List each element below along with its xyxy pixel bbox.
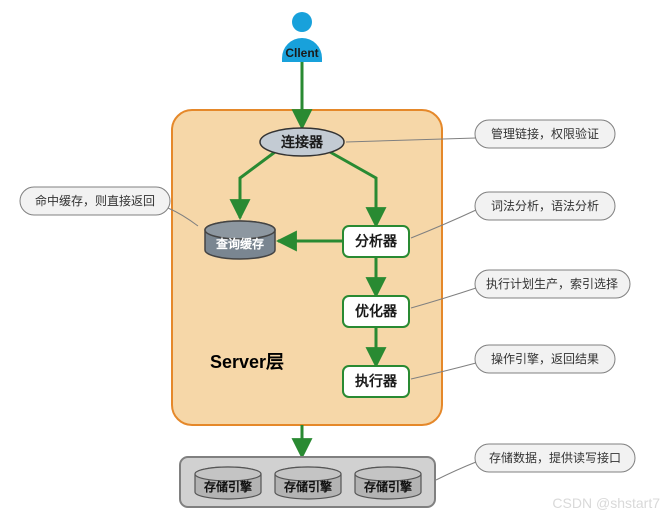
- annotation-analyzer-text: 词法分析，语法分析: [491, 199, 599, 213]
- server-panel-title: Server层: [210, 352, 284, 372]
- optimizer-node: 优化器: [343, 296, 409, 327]
- storage-item-2: 存储引擎: [355, 467, 421, 499]
- analyzer-label: 分析器: [355, 233, 398, 249]
- cache-label: 查询缓存: [215, 236, 264, 251]
- connector-node: 连接器: [260, 128, 344, 156]
- client-label: Cllent: [285, 46, 318, 60]
- annotation-cache-text: 命中缓存，则直接返回: [35, 193, 155, 208]
- client-icon: Cllent: [282, 12, 322, 62]
- annotation-optimizer: 执行计划生产，索引选择: [411, 270, 630, 308]
- connector-label: 连接器: [281, 134, 324, 150]
- watermark: CSDN @shstart7: [552, 495, 660, 511]
- storage-item-0-label: 存储引擎: [203, 479, 252, 494]
- annotation-optimizer-text: 执行计划生产，索引选择: [486, 277, 618, 291]
- analyzer-node: 分析器: [343, 226, 409, 257]
- executor-node: 执行器: [343, 366, 409, 397]
- annotation-storage: 存储数据，提供读写接口: [436, 444, 635, 480]
- storage-item-1: 存储引擎: [275, 467, 341, 499]
- storage-item-1-label: 存储引擎: [283, 479, 332, 494]
- executor-label: 执行器: [355, 373, 398, 389]
- storage-item-0: 存储引擎: [195, 467, 261, 499]
- annotation-connector-text: 管理链接，权限验证: [491, 126, 599, 141]
- optimizer-label: 优化器: [355, 303, 398, 319]
- storage-item-2-label: 存储引擎: [363, 479, 412, 494]
- annotation-storage-text: 存储数据，提供读写接口: [489, 450, 621, 465]
- cache-node: 查询缓存: [205, 221, 275, 259]
- annotation-executor-text: 操作引擎，返回结果: [491, 351, 599, 366]
